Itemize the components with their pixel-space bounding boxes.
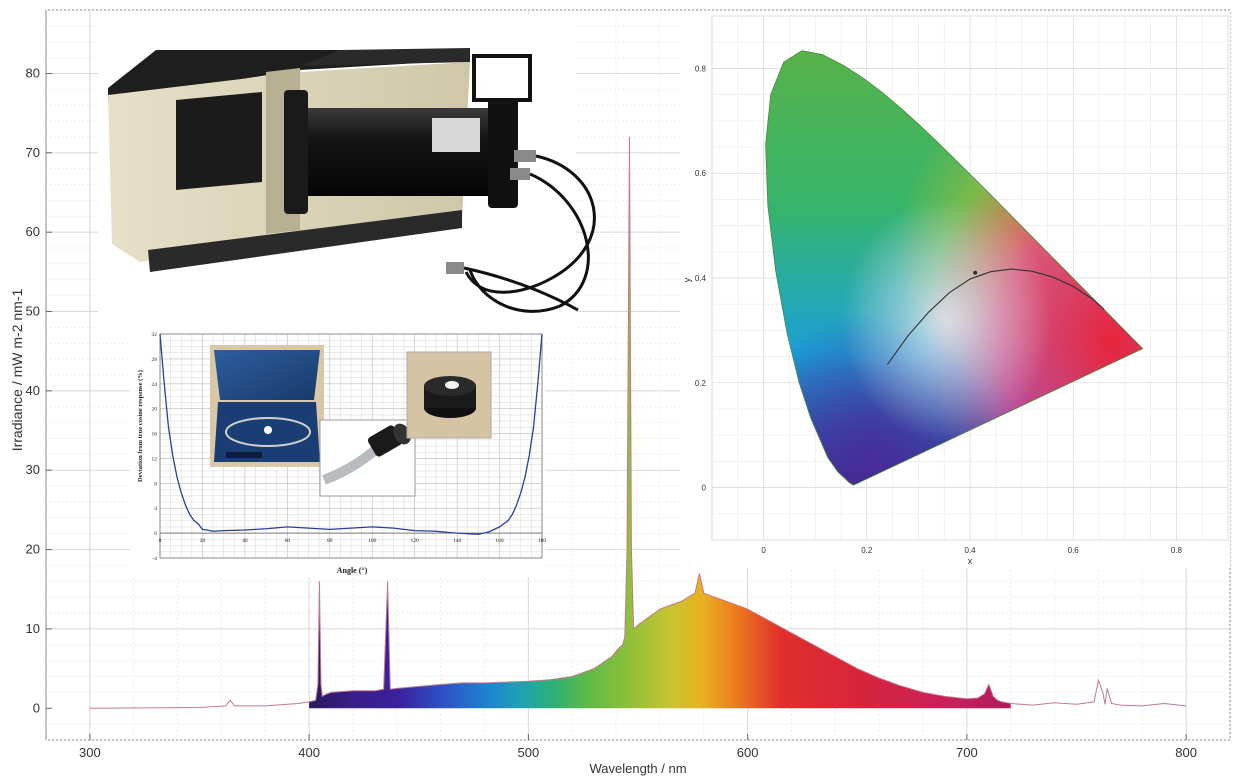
cosine-x-tick-label: 40 [242, 538, 248, 544]
spectroradiometer-photo [98, 14, 596, 336]
cosine-y-tick-label: -4 [152, 556, 157, 562]
cie-y-tick-label: 0.6 [695, 169, 707, 178]
cosine-x-tick-label: 180 [538, 538, 547, 544]
cosine-response-line [159, 333, 543, 536]
main-x-tick-label: 400 [298, 745, 320, 760]
cosine-x-tick-label: 100 [368, 538, 377, 544]
main-y-tick-label: 60 [26, 224, 40, 239]
main-y-tick-label: 50 [26, 304, 40, 319]
cosine-x-tick-label: 140 [453, 538, 462, 544]
cosine-y-tick-label: 12 [152, 456, 158, 462]
cosine-x-tick-label: 160 [495, 538, 504, 544]
cosine-y-label: Deviation from true cosine response (%) [137, 370, 144, 482]
cie-inset: 0 0.2 0.4 0.6 0.8 0 0.2 0.4 0.6 0.8 x y [680, 12, 1230, 568]
cosine-y-tick-label: 0 [154, 531, 157, 537]
cosine-x-tick-label: 60 [285, 538, 291, 544]
cosine-y-tick-label: 20 [152, 407, 158, 413]
cie-x-tick-label: 0 [761, 546, 766, 555]
main-y-tick-label: 0 [33, 700, 40, 715]
sensor-cable-photo [319, 419, 416, 497]
main-y-tick-label: 70 [26, 145, 40, 160]
y-axis-label: Irradiance / mW m-2 nm-1 [9, 288, 25, 451]
cie-y-tick-label: 0.4 [695, 274, 707, 283]
cosine-y-tick-label: 24 [152, 382, 158, 388]
cie-x-tick-label: 0.2 [861, 546, 873, 555]
cosine-y-tick-label: 4 [154, 506, 157, 512]
cosine-x-label: Angle (°) [337, 566, 368, 575]
main-y-tick-label: 40 [26, 383, 40, 398]
cie-locus [765, 50, 1144, 486]
main-x-tick-label: 800 [1175, 745, 1197, 760]
main-y-tick-label: 20 [26, 542, 40, 557]
cosine-y-tick-label: 8 [154, 481, 157, 487]
cie-y-tick-label: 0.2 [695, 379, 707, 388]
main-y-tick-label: 10 [26, 621, 40, 636]
cosine-x-tick-label: 20 [200, 538, 206, 544]
cie-axes: 0 0.2 0.4 0.6 0.8 0 0.2 0.4 0.6 0.8 [695, 64, 1183, 555]
cie-x-tick-label: 0.8 [1171, 546, 1183, 555]
main-y-tick-label: 80 [26, 65, 40, 80]
main-x-tick-label: 700 [956, 745, 978, 760]
diffuser-head-photo [406, 351, 492, 439]
cie-white-region [765, 50, 1143, 485]
cie-x-tick-label: 0.4 [964, 546, 976, 555]
cie-x-label: x [968, 556, 973, 566]
cosine-frame [159, 333, 543, 559]
cosine-y-tick-label: 32 [152, 332, 158, 338]
cosine-axes: 0 20 40 60 80 100 120 140 160 180 -4 0 4 8 12 16 20 24 28 3… [152, 332, 547, 562]
main-x-tick-label: 300 [79, 745, 101, 760]
main-x-tick-label: 600 [737, 745, 759, 760]
cie-planckian-locus [886, 268, 1105, 365]
cosine-x-tick-label: 120 [411, 538, 420, 544]
cie-x-tick-label: 0.6 [1068, 546, 1080, 555]
cosine-y-tick-label: 28 [152, 357, 158, 363]
cosine-y-tick-label: 16 [152, 432, 158, 438]
cie-chromaticity-point [973, 270, 978, 275]
cosine-inset: 0 20 40 60 80 100 120 140 160 180 -4 0 4 8 12 16 20 24 28 3… [130, 330, 546, 577]
main-x-tick-label: 500 [518, 745, 540, 760]
x-axis-label: Wavelength / nm [589, 761, 686, 776]
carry-case-photo [210, 345, 324, 467]
main-y-tick-label: 30 [26, 462, 40, 477]
cosine-x-tick-label: 0 [159, 538, 162, 544]
cosine-x-tick-label: 80 [327, 538, 333, 544]
cie-y-tick-label: 0.8 [695, 64, 707, 73]
spectrum-area [89, 136, 1187, 709]
spectrum-outline [89, 136, 1187, 709]
cie-y-tick-label: 0 [702, 484, 707, 493]
cie-y-label: y [682, 277, 692, 282]
cosine-series-line [159, 333, 543, 536]
